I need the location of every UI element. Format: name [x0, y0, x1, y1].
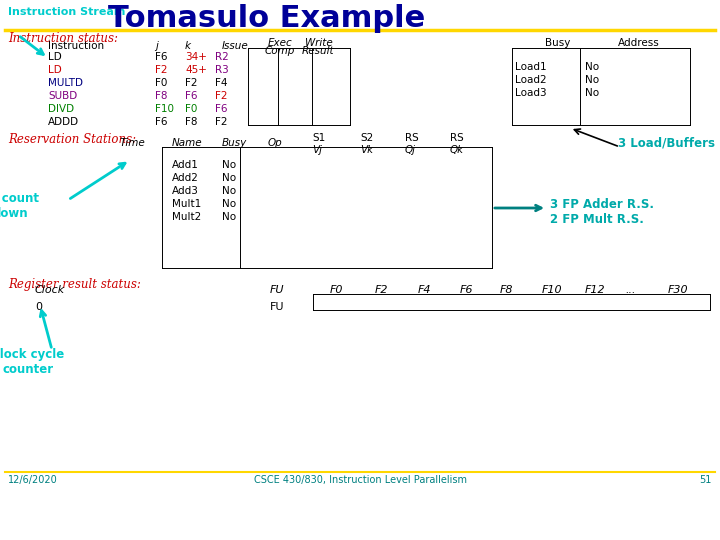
Text: Load2: Load2 [515, 75, 546, 85]
Text: F8: F8 [500, 285, 513, 295]
Text: No: No [222, 173, 236, 183]
Text: F30: F30 [668, 285, 688, 295]
Text: Name: Name [172, 138, 202, 148]
Text: F6: F6 [215, 104, 228, 114]
Text: Issue: Issue [222, 41, 248, 51]
Text: FU count
down: FU count down [0, 192, 40, 220]
Text: No: No [222, 160, 236, 170]
Text: DIVD: DIVD [48, 104, 74, 114]
Text: Add2: Add2 [172, 173, 199, 183]
Text: R3: R3 [215, 65, 229, 75]
Text: Exec: Exec [268, 38, 293, 48]
Text: F6: F6 [155, 52, 168, 62]
Text: SUBD: SUBD [48, 91, 77, 101]
Text: Busy: Busy [222, 138, 247, 148]
Text: 0: 0 [35, 302, 42, 312]
Text: Comp: Comp [265, 46, 295, 56]
Text: 51: 51 [700, 475, 712, 485]
Text: No: No [585, 88, 599, 98]
Text: Address: Address [618, 38, 660, 48]
Text: LD: LD [48, 65, 62, 75]
Text: Tomasulo Example: Tomasulo Example [108, 4, 426, 33]
Text: k: k [185, 41, 191, 51]
Text: 3 Load/Buffers: 3 Load/Buffers [618, 137, 715, 150]
Text: F0: F0 [330, 285, 343, 295]
Text: F2: F2 [215, 117, 228, 127]
Text: No: No [585, 62, 599, 72]
Text: Qj: Qj [405, 145, 416, 155]
Text: Mult1: Mult1 [172, 199, 202, 209]
Text: No: No [585, 75, 599, 85]
Text: No: No [222, 212, 236, 222]
Text: 12/6/2020: 12/6/2020 [8, 475, 58, 485]
Text: Load1: Load1 [515, 62, 546, 72]
Text: Clock: Clock [35, 285, 66, 295]
Text: Result: Result [302, 46, 335, 56]
Text: Reservation Stations:: Reservation Stations: [8, 133, 136, 146]
Text: Load3: Load3 [515, 88, 546, 98]
Text: F12: F12 [585, 285, 606, 295]
Text: F8: F8 [185, 117, 197, 127]
Text: Time: Time [120, 138, 145, 148]
Text: RS: RS [450, 133, 464, 143]
Text: Instruction: Instruction [48, 41, 104, 51]
Text: Instruction status:: Instruction status: [8, 32, 118, 45]
Text: FU: FU [270, 285, 284, 295]
Text: Write: Write [305, 38, 333, 48]
Text: Register result status:: Register result status: [8, 278, 141, 291]
Text: LD: LD [48, 52, 62, 62]
Text: F6: F6 [460, 285, 474, 295]
Text: Clock cycle
counter: Clock cycle counter [0, 348, 65, 376]
Text: FU: FU [270, 302, 284, 312]
Text: F10: F10 [155, 104, 174, 114]
Text: Busy: Busy [545, 38, 570, 48]
Text: F2: F2 [185, 78, 197, 88]
Text: Instruction Stream: Instruction Stream [8, 7, 125, 17]
Text: 45+: 45+ [185, 65, 207, 75]
Text: j: j [155, 41, 158, 51]
Text: ADDD: ADDD [48, 117, 79, 127]
Text: S1: S1 [312, 133, 325, 143]
Text: CSCE 430/830, Instruction Level Parallelism: CSCE 430/830, Instruction Level Parallel… [253, 475, 467, 485]
Text: F2: F2 [215, 91, 228, 101]
Text: F4: F4 [215, 78, 228, 88]
Text: F2: F2 [155, 65, 168, 75]
Text: 3 FP Adder R.S.
2 FP Mult R.S.: 3 FP Adder R.S. 2 FP Mult R.S. [550, 198, 654, 226]
Text: Qk: Qk [450, 145, 464, 155]
Text: Add3: Add3 [172, 186, 199, 196]
Text: No: No [222, 199, 236, 209]
Text: S2: S2 [360, 133, 373, 143]
Text: 34+: 34+ [185, 52, 207, 62]
Text: No: No [222, 186, 236, 196]
Text: F8: F8 [155, 91, 168, 101]
Text: MULTD: MULTD [48, 78, 83, 88]
Text: F0: F0 [155, 78, 167, 88]
Text: F4: F4 [418, 285, 431, 295]
Text: F6: F6 [185, 91, 197, 101]
Text: F10: F10 [542, 285, 562, 295]
Text: Add1: Add1 [172, 160, 199, 170]
Text: Mult2: Mult2 [172, 212, 202, 222]
Text: Op: Op [268, 138, 283, 148]
Text: Vk: Vk [360, 145, 373, 155]
Text: R2: R2 [215, 52, 229, 62]
Text: F6: F6 [155, 117, 168, 127]
Text: F2: F2 [375, 285, 389, 295]
Text: RS: RS [405, 133, 419, 143]
Text: Vj: Vj [312, 145, 322, 155]
Text: F0: F0 [185, 104, 197, 114]
Text: ...: ... [625, 285, 636, 295]
